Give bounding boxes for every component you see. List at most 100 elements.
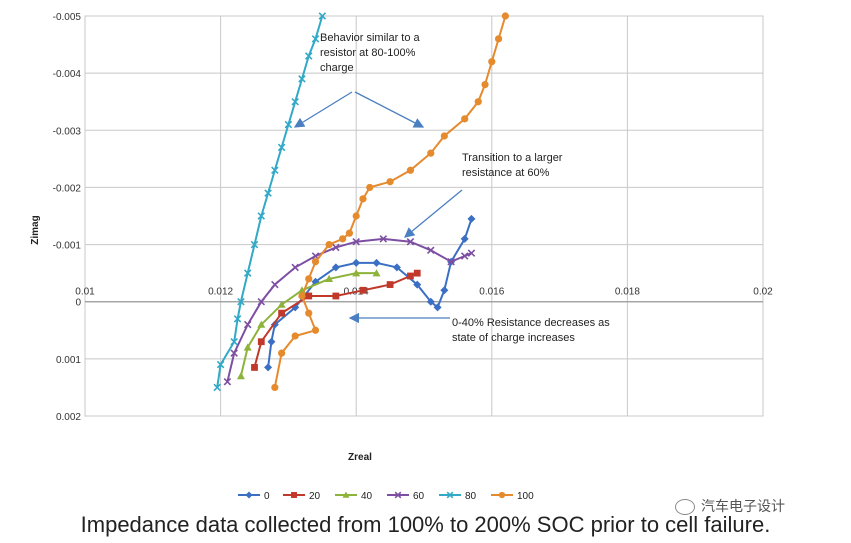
- y-axis-label: Zimag: [30, 215, 41, 244]
- data-point: [233, 315, 242, 323]
- watermark-text: 汽车电子设计: [701, 499, 785, 515]
- annotations: Behavior similar to a resistor at 80-100%…: [293, 32, 610, 344]
- data-point: [345, 229, 354, 237]
- data-point: [379, 235, 388, 243]
- data-point: [359, 286, 367, 294]
- legend-label: 0: [264, 491, 270, 502]
- watermark: 汽车电子设计: [675, 496, 785, 516]
- annotation-line: state of charge increases: [452, 332, 575, 344]
- data-point: [230, 349, 238, 357]
- legend-marker: [342, 491, 350, 498]
- x-tick-label: 0.012: [208, 287, 233, 298]
- annotation-line: resistance at 60%: [462, 167, 550, 179]
- series-40: [236, 269, 381, 380]
- data-point: [494, 35, 503, 43]
- data-point: [305, 275, 313, 283]
- data-point: [325, 240, 333, 249]
- legend: 0 20 40 60 80 100: [238, 491, 534, 502]
- legend-item-100: 100: [491, 491, 534, 502]
- data-point: [243, 269, 252, 277]
- series-line: [216, 15, 324, 388]
- figure-caption: Impedance data collected from 100% to 20…: [80, 512, 771, 537]
- x-tick-label: 0.02: [753, 287, 773, 298]
- data-point: [304, 52, 313, 60]
- data-point: [386, 281, 394, 288]
- annotation-line: resistor at 80-100%: [320, 47, 416, 59]
- legend-marker: [498, 491, 506, 499]
- data-point: [257, 338, 265, 346]
- data-point: [278, 309, 286, 317]
- data-point: [461, 115, 469, 123]
- legend-label: 40: [361, 491, 373, 502]
- data-point: [440, 132, 448, 140]
- grid-lines: [84, 15, 764, 417]
- data-point: [427, 149, 435, 157]
- series-line: [226, 237, 472, 382]
- data-point: [488, 58, 496, 66]
- data-point: [250, 240, 259, 249]
- annotation-line: charge: [320, 62, 354, 74]
- annotation-line: Transition to a larger: [462, 152, 563, 164]
- series-80: [213, 12, 327, 392]
- y-tick-label: 0.001: [56, 355, 81, 366]
- data-point: [277, 143, 286, 152]
- y-tick-label: -0.001: [53, 241, 82, 252]
- legend-item-80: 80: [439, 491, 477, 502]
- data-point: [352, 258, 361, 267]
- annotation-line: Behavior similar to a: [320, 32, 421, 44]
- annotation-line: 0-40% Resistance decreases as: [452, 317, 610, 329]
- data-point: [318, 12, 327, 20]
- data-point: [372, 258, 381, 267]
- data-point: [236, 372, 245, 380]
- data-point: [325, 274, 334, 283]
- data-point: [271, 383, 279, 392]
- data-point: [267, 337, 276, 346]
- data-point: [284, 120, 293, 129]
- y-tick-label: -0.005: [53, 12, 82, 23]
- data-point: [406, 166, 415, 174]
- x-tick-label: 0.01: [75, 287, 95, 298]
- data-point: [352, 212, 360, 220]
- data-point: [467, 249, 476, 257]
- legend-item-60: 60: [387, 491, 425, 502]
- y-tick-label: -0.004: [53, 69, 82, 80]
- data-point: [305, 292, 313, 300]
- data-point: [426, 297, 435, 306]
- legend-marker: [446, 491, 454, 499]
- data-point: [311, 35, 320, 43]
- y-tick-label: -0.002: [53, 183, 82, 194]
- data-point: [467, 214, 476, 223]
- annotation-arrow: [403, 189, 463, 238]
- data-point: [460, 252, 469, 260]
- series-100: [271, 12, 509, 392]
- x-axis-label: Zreal: [348, 452, 372, 463]
- legend-item-40: 40: [335, 491, 373, 502]
- data-point: [311, 258, 320, 266]
- annotation-decrease: 0-40% Resistance decreases as state of ch…: [452, 317, 610, 344]
- data-point: [223, 377, 232, 386]
- data-point: [501, 12, 509, 20]
- data-point: [413, 269, 421, 277]
- chat-bubble-icon: [675, 499, 695, 515]
- data-point: [474, 98, 482, 106]
- data-point: [277, 300, 286, 308]
- data-point: [243, 343, 252, 351]
- data-point: [251, 364, 258, 371]
- data-point: [433, 303, 442, 312]
- data-point: [291, 97, 299, 106]
- data-point: [298, 292, 306, 300]
- data-point: [291, 332, 299, 340]
- data-point: [278, 349, 286, 357]
- series-20: [251, 269, 421, 371]
- data-point: [372, 269, 381, 277]
- data-point: [298, 75, 306, 83]
- y-tick-label: 0.002: [56, 412, 81, 423]
- legend-marker: [394, 491, 402, 499]
- data-point: [447, 257, 455, 266]
- data-point: [331, 263, 340, 272]
- series-line: [239, 272, 377, 377]
- x-tick-label: 0.016: [479, 287, 504, 298]
- legend-item-20: 20: [283, 491, 321, 502]
- annotation-resistor: Behavior similar to a resistor at 80-100%…: [320, 32, 421, 74]
